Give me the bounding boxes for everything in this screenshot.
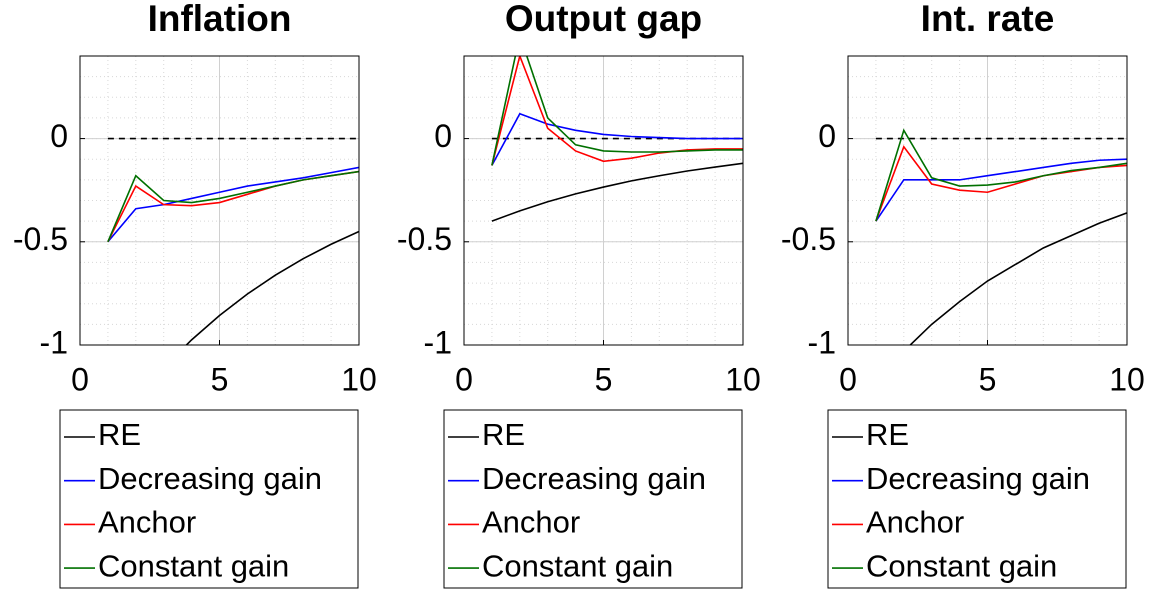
legend-label: Anchor <box>482 505 580 540</box>
y-tick-label: -0.5 <box>397 221 452 257</box>
series-line <box>491 112 743 166</box>
x-tick-label: 0 <box>455 361 473 397</box>
legend-label: Anchor <box>98 505 196 540</box>
chart-title: Output gap <box>505 0 702 39</box>
y-tick-label: 0 <box>434 118 452 154</box>
series-line <box>875 128 1127 222</box>
legend-label: RE <box>98 417 141 452</box>
panel: 0 5 10 -1 -0.5 0 Int. rate RE Decreasing gain Anc… <box>781 0 1145 589</box>
x-tick-label: 10 <box>725 361 761 397</box>
series-line <box>875 158 1127 222</box>
series-line <box>107 166 359 243</box>
legend: RE Decreasing gain Anchor Constant gain <box>827 409 1127 589</box>
series-line <box>185 230 359 345</box>
legend-label: Anchor <box>866 505 964 540</box>
legend-box <box>827 409 1127 589</box>
x-tick-label: 0 <box>71 361 89 397</box>
y-tick-label: -0.5 <box>13 221 68 257</box>
legend-label: Constant gain <box>482 548 673 583</box>
plot-lines <box>491 56 743 222</box>
legend-label: Constant gain <box>98 548 289 583</box>
x-tick-label: 5 <box>211 361 229 397</box>
chart-title: Int. rate <box>921 0 1055 39</box>
axes-box <box>847 55 1128 346</box>
legend-label: RE <box>482 417 525 452</box>
axes-box <box>463 55 744 346</box>
plot-lines <box>875 128 1127 345</box>
panel: 0 5 10 -1 -0.5 0 Inflation RE Decreasing gain Anc… <box>13 0 377 589</box>
x-tick-label: 5 <box>595 361 613 397</box>
y-tick-label: 0 <box>818 118 836 154</box>
legend: RE Decreasing gain Anchor Constant gain <box>443 409 743 589</box>
legend-label: RE <box>866 417 909 452</box>
legend-label: Decreasing gain <box>98 461 322 496</box>
y-tick-label: -0.5 <box>781 221 836 257</box>
y-tick-label: -1 <box>424 324 452 360</box>
series-line <box>491 56 743 166</box>
panel: 0 5 10 -1 -0.5 0 Output gap RE Decreasing gain An… <box>397 0 761 589</box>
axes-box <box>79 55 360 346</box>
series-line <box>491 56 743 166</box>
x-tick-label: 0 <box>839 361 857 397</box>
x-tick-label: 10 <box>341 361 377 397</box>
y-tick-label: 0 <box>50 118 68 154</box>
x-tick-label: 10 <box>1109 361 1145 397</box>
legend-label: Constant gain <box>866 548 1057 583</box>
y-tick-label: -1 <box>808 324 836 360</box>
series-line <box>909 212 1127 345</box>
legend-box <box>59 409 359 589</box>
chart-title: Inflation <box>148 0 292 39</box>
x-tick-label: 5 <box>979 361 997 397</box>
legend-label: Decreasing gain <box>482 461 706 496</box>
plot-lines <box>107 137 359 345</box>
series-line <box>491 162 743 222</box>
legend: RE Decreasing gain Anchor Constant gain <box>59 409 359 589</box>
legend-label: Decreasing gain <box>866 461 1090 496</box>
legend-box <box>443 409 743 589</box>
series-line <box>107 170 359 243</box>
y-tick-label: -1 <box>40 324 68 360</box>
